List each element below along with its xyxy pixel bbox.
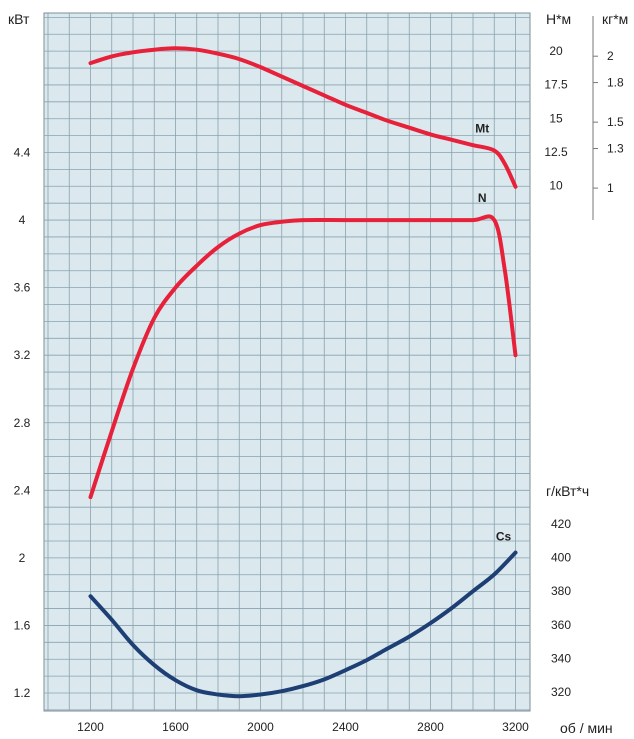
power-tick-label: 3.2 — [14, 348, 31, 362]
x-tick-label: 1600 — [162, 720, 189, 734]
curves: Mt N Cs — [88, 46, 518, 699]
series-mt-line — [88, 46, 518, 189]
consumption-tick-label: 360 — [551, 618, 571, 632]
series-cs-label: Cs — [496, 530, 512, 544]
power-axis-unit: кВт — [8, 11, 30, 27]
torque-kgm-axis: 1 1.3 1.5 1.8 2 — [592, 16, 624, 220]
torque-kgm-tick-label: 1.5 — [607, 115, 624, 129]
grid-lines — [44, 13, 530, 711]
consumption-tick-label: 420 — [551, 517, 571, 531]
torque-nm-tick-label: 20 — [549, 44, 563, 58]
torque-nm-axis-ticks: 10 12.5 15 17.5 20 — [544, 44, 568, 193]
torque-nm-tick-label: 15 — [549, 111, 563, 125]
power-tick-label: 4 — [19, 213, 26, 227]
power-tick-label: 2.4 — [14, 483, 31, 497]
torque-kgm-tick-label: 1.8 — [607, 76, 624, 90]
x-tick-label: 1200 — [77, 720, 104, 734]
torque-kgm-tick-label: 1 — [607, 181, 614, 195]
power-tick-label: 1.6 — [14, 618, 31, 632]
series-mt-label: Mt — [475, 122, 489, 136]
series-n-label: N — [478, 191, 487, 205]
x-tick-label: 2000 — [247, 720, 274, 734]
power-tick-label: 2 — [19, 551, 26, 565]
x-axis-ticks: 1200 1600 2000 2400 2800 3200 — [77, 720, 529, 734]
power-tick-label: 2.8 — [14, 416, 31, 430]
torque-nm-axis-unit: Н*м — [546, 11, 571, 27]
consumption-tick-label: 320 — [551, 685, 571, 699]
series-cs-line — [88, 550, 518, 699]
x-tick-label: 2400 — [332, 720, 359, 734]
x-axis-unit: об / мин — [560, 720, 613, 736]
torque-kgm-tick-label: 2 — [607, 49, 614, 63]
torque-nm-tick-label: 10 — [549, 179, 563, 193]
power-axis-ticks: 1.2 1.6 2 2.4 2.8 3.2 3.6 4 4.4 — [14, 146, 31, 701]
consumption-axis-ticks: 320 340 360 380 400 420 — [551, 517, 571, 699]
series-n-line — [88, 214, 518, 500]
power-tick-label: 4.4 — [14, 146, 31, 160]
x-tick-label: 3200 — [502, 720, 529, 734]
torque-nm-tick-label: 12.5 — [544, 145, 568, 159]
plot-background — [43, 12, 531, 712]
torque-kgm-tick-label: 1.3 — [607, 142, 624, 156]
x-tick-label: 2800 — [417, 720, 444, 734]
power-tick-label: 1.2 — [14, 686, 31, 700]
torque-kgm-axis-unit: кг*м — [602, 11, 628, 27]
consumption-axis-unit: г/кВт*ч — [546, 483, 589, 499]
power-tick-label: 3.6 — [14, 281, 31, 295]
torque-nm-tick-label: 17.5 — [544, 78, 568, 92]
consumption-tick-label: 380 — [551, 584, 571, 598]
consumption-tick-label: 400 — [551, 551, 571, 565]
consumption-tick-label: 340 — [551, 651, 571, 665]
